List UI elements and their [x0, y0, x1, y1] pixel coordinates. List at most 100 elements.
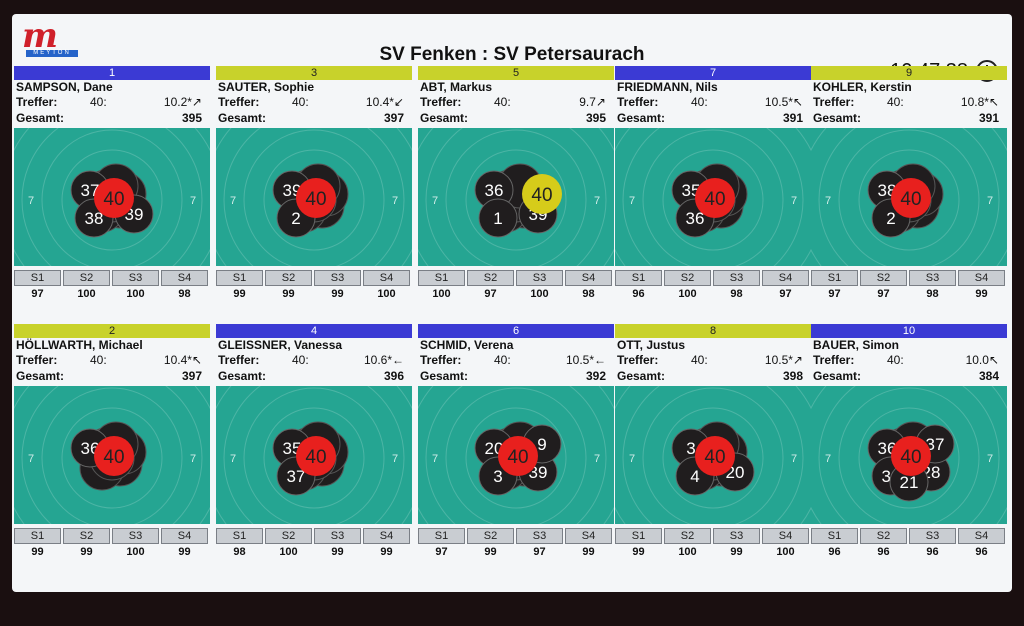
hits-label: Treffer: [420, 353, 462, 367]
ring [21, 128, 203, 266]
target-display: 7 7 38 2 40 [811, 128, 1007, 266]
series-header: S3 [112, 270, 159, 286]
hits-row: Treffer: 40: 9.7↗ [418, 94, 614, 110]
series-cell: S1 96 [615, 270, 662, 300]
series-value: 96 [632, 288, 645, 300]
total-label: Gesamt: [218, 369, 267, 383]
total-value: 391 [978, 111, 999, 125]
series-value: 100 [126, 288, 145, 300]
hits-row: Treffer: 40: 10.5*↗ [615, 352, 811, 368]
lane-number: 1 [14, 66, 210, 80]
scoreboard-screen: m MEYTON SV Fenken : SV Petersaurach 10:… [12, 14, 1012, 592]
shot-label: 3 [686, 439, 695, 458]
lane-number: 7 [615, 66, 811, 80]
ring-number: 7 [987, 453, 993, 465]
series-cell: S3 100 [516, 270, 563, 300]
series-header: S1 [811, 270, 858, 286]
series-header: S2 [265, 528, 312, 544]
hits-label: Treffer: [16, 95, 58, 109]
total-row: Gesamt: 392 [418, 368, 614, 384]
series-header: S3 [516, 270, 563, 286]
series-value: 100 [279, 546, 298, 558]
shooter-name: BAUER, Simon [813, 338, 900, 352]
last-shot-value: 9.7↗ [579, 95, 606, 109]
series-table: S1 97 S2 99 S3 97 S4 99 [418, 528, 614, 558]
series-value: 100 [377, 288, 396, 300]
shooter-panel: 4 GLEISSNER, Vanessa Treffer: 40: 10.6*← Gesa… [216, 324, 412, 586]
series-cell: S3 98 [909, 270, 956, 300]
series-header: S4 [565, 270, 612, 286]
series-value: 96 [926, 546, 939, 558]
target-display: 7 7 20 3 39 9 40 [418, 386, 614, 524]
ring [223, 386, 405, 524]
ring [425, 386, 607, 524]
ring-number: 7 [825, 195, 831, 207]
series-value: 97 [877, 288, 890, 300]
series-cell: S4 96 [958, 528, 1005, 558]
ring-number: 7 [392, 195, 398, 207]
lane-number: 9 [811, 66, 1007, 80]
lane-number: 2 [14, 324, 210, 338]
hits-row: Treffer: 40: 10.2*↗ [14, 94, 210, 110]
hits-value: 40: [691, 95, 708, 109]
meyton-logo: m MEYTON [22, 16, 84, 57]
shot-label: 2 [886, 209, 895, 228]
shooter-panel: 3 SAUTER, Sophie Treffer: 40: 10.4*↙ Gesamt: 3… [216, 66, 412, 328]
shot-hole [478, 198, 518, 238]
match-title: SV Fenken : SV Petersaurach [379, 44, 645, 65]
series-header: S3 [112, 528, 159, 544]
lane-number: 3 [216, 66, 412, 80]
series-header: S4 [958, 528, 1005, 544]
hits-label: Treffer: [813, 353, 855, 367]
last-shot-value: 10.4*↙ [365, 95, 404, 109]
series-value: 99 [282, 288, 295, 300]
total-row: Gesamt: 395 [14, 110, 210, 126]
ring [818, 128, 1000, 266]
series-cell: S1 97 [811, 270, 858, 300]
last-shot-marker [695, 178, 735, 218]
series-header: S4 [958, 270, 1005, 286]
series-header: S2 [664, 528, 711, 544]
lane-number: 6 [418, 324, 614, 338]
total-row: Gesamt: 391 [811, 110, 1007, 126]
series-table: S1 99 S2 99 S3 99 S4 100 [216, 270, 412, 300]
hits-row: Treffer: 40: 10.4*↙ [216, 94, 412, 110]
last-shot-value: 10.5*← [565, 353, 606, 367]
series-cell: S3 96 [909, 528, 956, 558]
hits-row: Treffer: 40: 10.6*← [216, 352, 412, 368]
ring-number: 7 [987, 195, 993, 207]
shooter-name: SAUTER, Sophie [218, 80, 315, 94]
last-shot-marker [498, 436, 538, 476]
last-shot-label: 40 [900, 447, 921, 468]
hits-row: Treffer: 40: 10.0↖ [811, 352, 1007, 368]
ring-number: 7 [392, 453, 398, 465]
series-header: S3 [516, 528, 563, 544]
last-shot-label: 40 [103, 447, 124, 468]
ring [243, 387, 385, 524]
total-row: Gesamt: 397 [216, 110, 412, 126]
hits-value: 40: [494, 353, 511, 367]
total-value: 384 [978, 369, 999, 383]
series-cell: S3 98 [713, 270, 760, 300]
series-header: S2 [664, 270, 711, 286]
last-shot-marker [296, 178, 336, 218]
series-cell: S3 99 [713, 528, 760, 558]
series-cell: S2 100 [265, 528, 312, 558]
series-value: 96 [975, 546, 988, 558]
series-cell: S3 100 [112, 270, 159, 300]
series-value: 99 [331, 546, 344, 558]
ring-number: 7 [28, 453, 34, 465]
total-value: 398 [782, 369, 803, 383]
series-cell: S4 98 [161, 270, 208, 300]
last-shot-value: 10.8*↖ [960, 95, 999, 109]
ring-number: 7 [825, 453, 831, 465]
last-shot-label: 40 [704, 189, 725, 210]
series-value: 97 [31, 288, 44, 300]
series-value: 97 [828, 288, 841, 300]
series-value: 98 [582, 288, 595, 300]
total-value: 391 [782, 111, 803, 125]
